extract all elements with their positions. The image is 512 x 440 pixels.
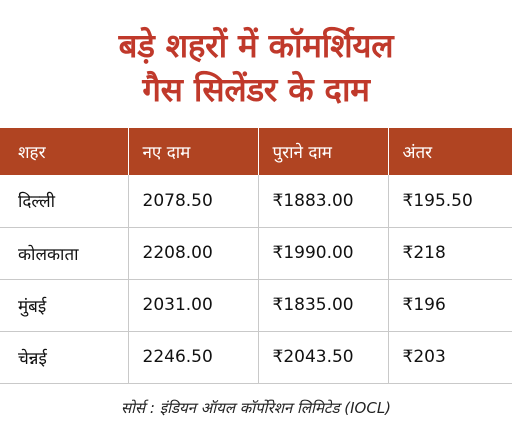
header-old-price: पुराने दाम bbox=[257, 128, 388, 175]
header-difference: अंतर bbox=[387, 128, 512, 175]
cell-new-price: 2246.50 bbox=[127, 331, 258, 384]
price-table: शहर नए दाम पुराने दाम अंतर दिल्ली 2078.5… bbox=[0, 128, 512, 384]
table-row: मुंबई 2031.00 ₹1835.00 ₹196 bbox=[0, 279, 512, 332]
table-header-row: शहर नए दाम पुराने दाम अंतर bbox=[0, 128, 512, 175]
cell-difference: ₹218 bbox=[387, 227, 512, 280]
header-city: शहर bbox=[0, 128, 128, 175]
table-row: कोलकाता 2208.00 ₹1990.00 ₹218 bbox=[0, 227, 512, 280]
cell-city: कोलकाता bbox=[0, 227, 128, 280]
cell-difference: ₹195.50 bbox=[387, 175, 512, 228]
source-note: सोर्स : इंडियन ऑयल कॉर्पोरेशन लिमिटेड (I… bbox=[120, 399, 392, 417]
cell-city: चेन्नई bbox=[0, 331, 128, 384]
cell-old-price: ₹2043.50 bbox=[257, 331, 388, 384]
cell-city: दिल्ली bbox=[0, 175, 128, 228]
cell-difference: ₹203 bbox=[387, 331, 512, 384]
cell-new-price: 2208.00 bbox=[127, 227, 258, 280]
title-line-1: बड़े शहरों में कॉमर्शियल bbox=[118, 26, 394, 65]
cell-old-price: ₹1990.00 bbox=[257, 227, 388, 280]
cell-difference: ₹196 bbox=[387, 279, 512, 332]
table-row: चेन्नई 2246.50 ₹2043.50 ₹203 bbox=[0, 331, 512, 384]
cell-old-price: ₹1835.00 bbox=[257, 279, 388, 332]
cell-city: मुंबई bbox=[0, 279, 128, 332]
title-line-2: गैस सिलेंडर के दाम bbox=[142, 70, 370, 109]
cell-new-price: 2078.50 bbox=[127, 175, 258, 228]
cell-new-price: 2031.00 bbox=[127, 279, 258, 332]
table-row: दिल्ली 2078.50 ₹1883.00 ₹195.50 bbox=[0, 175, 512, 228]
cell-old-price: ₹1883.00 bbox=[257, 175, 388, 228]
header-new-price: नए दाम bbox=[127, 128, 258, 175]
